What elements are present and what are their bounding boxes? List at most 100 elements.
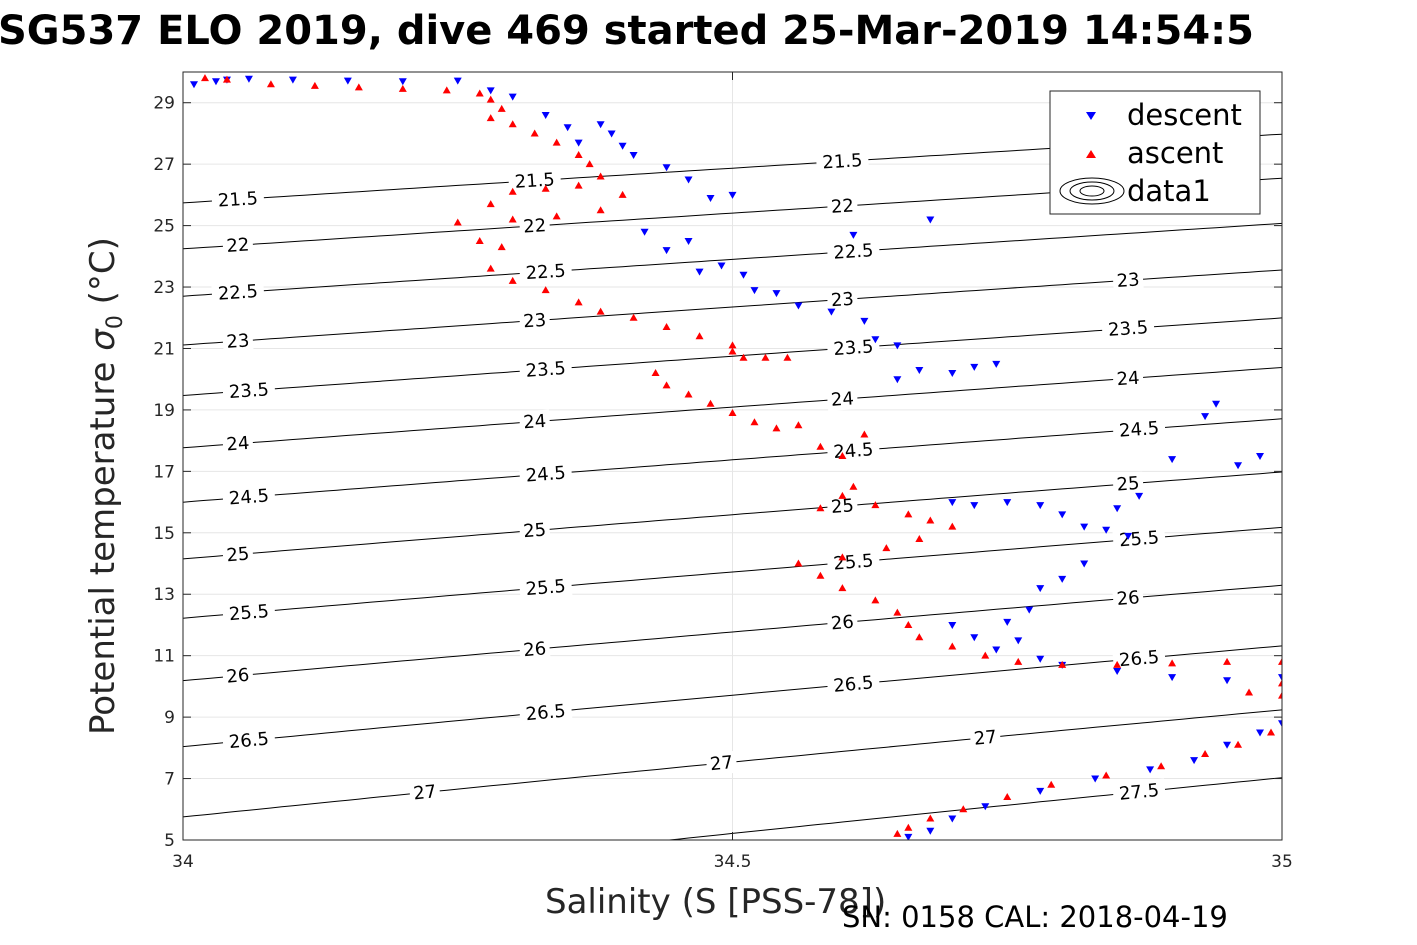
chart-title: SG537 ELO 2019, dive 469 started 25-Mar-… [0, 8, 1254, 54]
descent-point [728, 191, 737, 199]
contour-label-text: 24.5 [833, 439, 875, 463]
contour-label-bg [1112, 471, 1144, 496]
contour-label-bg [1112, 585, 1144, 611]
contour-label: 26.5 [518, 699, 573, 726]
ascent-point [629, 313, 638, 321]
isopycnal-22.5 [183, 222, 1282, 297]
ascent-point [651, 369, 660, 377]
ascent-point [893, 608, 902, 616]
descent-point [992, 646, 1001, 654]
ascent-point [497, 243, 506, 251]
ascent-point [508, 276, 517, 284]
ascent-point [915, 534, 924, 542]
y-tick-label: 5 [164, 831, 175, 851]
ascent-point [541, 286, 550, 294]
axis-ticks: 34 34.5 35 5 7 9 11 13 15 17 19 21 23 25 27 29 [153, 72, 1293, 872]
descent-point [508, 93, 517, 101]
isopycnal-26 [183, 584, 1282, 682]
contour-label: 24.5 [222, 483, 276, 511]
contour-label: 23.5 [826, 334, 881, 361]
descent-point [849, 231, 858, 239]
contour-label-text: 26 [522, 638, 547, 661]
ascent-point [1333, 659, 1341, 666]
ascent-point [948, 642, 957, 650]
contour-label-bg [1112, 778, 1167, 806]
contour-label: 21.5 [508, 167, 562, 194]
y-tick-label: 7 [164, 770, 175, 790]
descent-point [970, 634, 979, 642]
descent-point [1003, 499, 1012, 507]
contour-label: 26.5 [826, 670, 881, 698]
isopycnal-24.5 [183, 418, 1282, 503]
contour-label: 25 [222, 542, 254, 567]
ascent-point [871, 501, 880, 509]
descent-point [574, 139, 583, 147]
contour-label: 27 [705, 750, 738, 776]
y-tick-label: 25 [153, 217, 175, 237]
contour-label: 27 [969, 725, 1002, 751]
ascent-point [310, 81, 319, 89]
ascent-point [871, 596, 880, 604]
contour-label-text: 21.5 [217, 188, 258, 211]
calibration-footer: SN: 0158 CAL: 2018-04-19 [842, 900, 1228, 934]
contour-label-text: 25 [522, 520, 547, 543]
descent-point [1289, 422, 1297, 429]
contour-label: 25.5 [518, 574, 573, 601]
contour-label-bg [826, 194, 859, 219]
y-tick-label: 21 [153, 339, 175, 359]
ascent-point [1267, 728, 1276, 736]
contour-label-text: 23.5 [833, 336, 874, 360]
descent-point [948, 499, 957, 507]
ascent-point [486, 200, 495, 208]
descent-point [1223, 741, 1232, 749]
contour-label-bg [518, 461, 573, 488]
ascent-point [728, 408, 737, 416]
descent-point [607, 130, 616, 138]
descent-point [1256, 729, 1265, 737]
contour-label-text: 22.5 [217, 281, 258, 305]
descent-point [1377, 683, 1385, 690]
y-tick-label: 17 [153, 462, 175, 482]
descent-point [563, 124, 572, 132]
ascent-point [783, 353, 792, 361]
descent-point [618, 142, 627, 150]
ascent-point [981, 651, 990, 659]
contour-label-text: 25 [830, 495, 854, 518]
descent-point [1036, 655, 1045, 663]
y-tick-label: 11 [153, 647, 175, 667]
y-tick-label: 15 [153, 524, 175, 544]
ascent-point [508, 120, 517, 128]
contour-label-text: 22.5 [833, 240, 874, 264]
ascent-point [1245, 688, 1254, 696]
contour-label: 26.5 [1112, 645, 1166, 672]
descent-point [1135, 492, 1144, 500]
contour-label-bg [408, 779, 441, 805]
ascent-point [750, 418, 759, 426]
ascent-point [1014, 657, 1023, 665]
ascent-point [1201, 749, 1210, 757]
contour-label: 24 [1112, 366, 1144, 391]
contour-label-text: 24.5 [1118, 418, 1160, 442]
contour-label-text: 26 [226, 665, 251, 688]
ascent-point [926, 814, 935, 822]
ascent-point [398, 84, 407, 92]
descent-point [706, 194, 715, 202]
contour-label: 27.5 [1112, 778, 1167, 806]
contour-label: 21.5 [211, 186, 265, 213]
contour-label-bg [518, 308, 551, 333]
contour-label: 25 [1112, 471, 1144, 496]
contour-label: 23 [222, 329, 254, 354]
descent-point [1278, 720, 1282, 728]
ascent-point [838, 491, 847, 499]
contour-label-text: 27.5 [1118, 780, 1160, 805]
contour-label: 26 [518, 637, 551, 662]
descent-point [453, 77, 462, 85]
descent-point [684, 237, 693, 245]
contour-label: 21.5 [815, 148, 870, 174]
descent-point [1333, 677, 1341, 684]
ascent-point [574, 298, 583, 306]
descent-point [827, 308, 836, 316]
contour-label: 24 [518, 409, 551, 434]
ascent-point [1311, 670, 1319, 677]
descent-point [970, 363, 979, 371]
